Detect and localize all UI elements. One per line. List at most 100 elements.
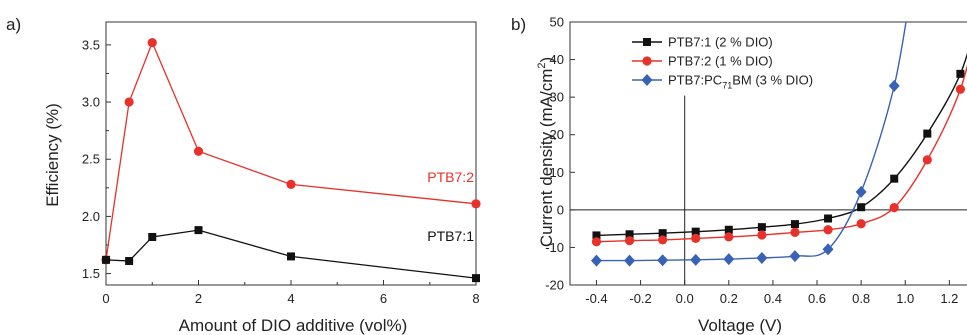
panel-b-data-point [890, 174, 899, 183]
panel-a-data-point [148, 232, 157, 241]
panel-a-data-point [286, 179, 296, 189]
panel-a-data-point [147, 37, 157, 48]
panel-b-y-tick-label: -10 [545, 240, 564, 255]
panel-b-data-point [856, 219, 866, 229]
panel-a-data-point [125, 256, 134, 265]
legend-label: PTB7:1 (2 % DIO) [668, 35, 773, 50]
panel-a-y-tick-label: 2.5 [82, 152, 100, 167]
panel-b-data-point [724, 225, 733, 234]
panel-b-data-point [757, 223, 766, 232]
panel-b-legend: PTB7:1 (2 % DIO) PTB7:2 (1 % DIO) PTB7:PC7… [632, 35, 813, 91]
panel-b-data-point [756, 251, 768, 264]
panel-a-y-tick-label: 1.5 [82, 266, 100, 281]
legend-marker [641, 74, 653, 86]
panel-b-data-point [724, 232, 734, 242]
panel-b-data-point [922, 155, 932, 165]
panel-b-x-tick-label: -0.2 [629, 291, 651, 306]
legend-label-part: BM (3 % DIO) [732, 73, 813, 88]
panel-b-x-tick-label: 0.8 [852, 291, 870, 306]
panel-b-data-point [591, 237, 602, 247]
panel-b-y-tick-label: -20 [545, 278, 564, 293]
panel-b-y-tick-label: 10 [550, 165, 564, 180]
panel-b-data-point [657, 254, 669, 267]
panel-b-data-point [888, 79, 900, 92]
panel-b-y-tick-label: 30 [550, 90, 564, 105]
panel-b-x-tick-label: 1.0 [896, 291, 914, 306]
panel-b-x-axis-label: Voltage (V) [698, 316, 782, 335]
panel-b-data-point [691, 227, 700, 236]
panel-a-y-tick-label: 3.0 [82, 95, 100, 110]
panel-b-data-point [955, 84, 965, 94]
ylabel-superscript: 2 [536, 63, 548, 69]
panel-a-series-label-ptb7-2: PTB7:2 [427, 169, 474, 185]
panel-b-data-point [822, 243, 834, 256]
panel-a-y-tick-label: 3.5 [82, 37, 100, 52]
panel-a-data-point [124, 97, 134, 107]
legend-label-subscript: 71 [722, 81, 732, 91]
legend-label: PTB7:2 (1 % DIO) [668, 54, 773, 69]
panel-b-data-point [889, 203, 899, 213]
panel-b-frame [569, 21, 967, 286]
panel-a-x-tick-label: 6 [380, 291, 387, 306]
panel-b-data-point [592, 231, 601, 240]
panel-b-y-tick-label: 40 [550, 52, 564, 67]
panel-b-x-tick-label: 0.0 [676, 291, 694, 306]
panel-b-series-line [596, 64, 967, 243]
ylabel-main-part: Current density (mA/cm [537, 69, 556, 248]
panel-b-data-point [855, 185, 867, 198]
panel-b-x-tick-label: 0.2 [720, 291, 738, 306]
panel-b-plot-area [590, 22, 967, 267]
panel-a-x-tick-label: 2 [195, 291, 202, 306]
panel-a-x-axis-label: Amount of DIO additive (vol%) [179, 316, 408, 335]
panel-b-y-tick-label: 0 [557, 202, 564, 217]
panel-a-data-point [287, 252, 295, 261]
panel-b-label: b) [511, 15, 526, 34]
panel-a-data-point [102, 255, 110, 264]
panel-a-series-line [105, 40, 477, 260]
panel-b-data-point [723, 253, 735, 266]
panel-a-label: a) [6, 15, 21, 34]
panel-b-data-point [625, 230, 634, 239]
panel-b-data-point [790, 220, 799, 229]
panel-b-data-point [823, 225, 833, 235]
ylabel-close-part: ) [537, 57, 556, 63]
panel-a-x-tick-label: 4 [287, 291, 294, 306]
panel-b-data-point [624, 254, 636, 267]
panel-a-x-tick-label: 8 [472, 291, 479, 306]
panel-a-series-label-ptb7-1: PTB7:1 [427, 228, 474, 244]
panel-a-data-point [194, 226, 203, 235]
panel-a-x-tick-label: 0 [102, 291, 109, 306]
panel-b-data-point [624, 236, 635, 246]
panel-b-data-point [923, 129, 932, 138]
panel-b-data-point [857, 203, 866, 212]
panel-a-frame [105, 21, 477, 286]
legend-label: PTB7:PC71BM (3 % DIO) [668, 73, 813, 91]
panel-a-data-point [193, 146, 204, 156]
panel-b-data-point [790, 227, 800, 237]
legend-marker [643, 38, 651, 46]
panel-a-y-axis-label: Efficiency (%) [43, 103, 62, 207]
panel-b-x-tick-label: 0.4 [764, 291, 782, 306]
panel-b-data-point [658, 229, 667, 238]
panel-a-data-point [472, 274, 480, 283]
legend-marker [642, 56, 652, 66]
panel-b-data-point [789, 250, 801, 263]
panel-b-y-tick-label: 20 [550, 127, 564, 142]
panel-b-x-tick-label: 0.6 [808, 291, 826, 306]
panel-a-y-tick-label: 2.0 [82, 209, 100, 224]
panel-a-plot: 0 2 4 6 8 1.5 2.0 2.5 3.0 3.5 [82, 21, 481, 306]
panel-b-data-point [757, 230, 767, 240]
legend-label-part: PTB7:PC [668, 73, 722, 88]
panel-b-data-point [690, 253, 702, 266]
panel-b-data-point [824, 214, 833, 223]
panel-b-plot: -0.4 -0.2 0.0 0.2 0.4 0.6 0.8 1.0 1.2 -20 -10 0 10 20… [545, 15, 967, 306]
panel-a-data-point [471, 199, 481, 209]
panel-b-y-tick-label: 50 [550, 15, 564, 30]
panel-b-x-tick-label: -0.4 [585, 291, 607, 306]
panel-b-y-axis-label: Current density (mA/cm2) [536, 57, 556, 247]
panel-b-data-point [590, 254, 602, 267]
panel-b-data-point [956, 69, 965, 78]
panel-b-data-point [658, 235, 668, 245]
panel-b-x-tick-label: 1.2 [940, 291, 958, 306]
